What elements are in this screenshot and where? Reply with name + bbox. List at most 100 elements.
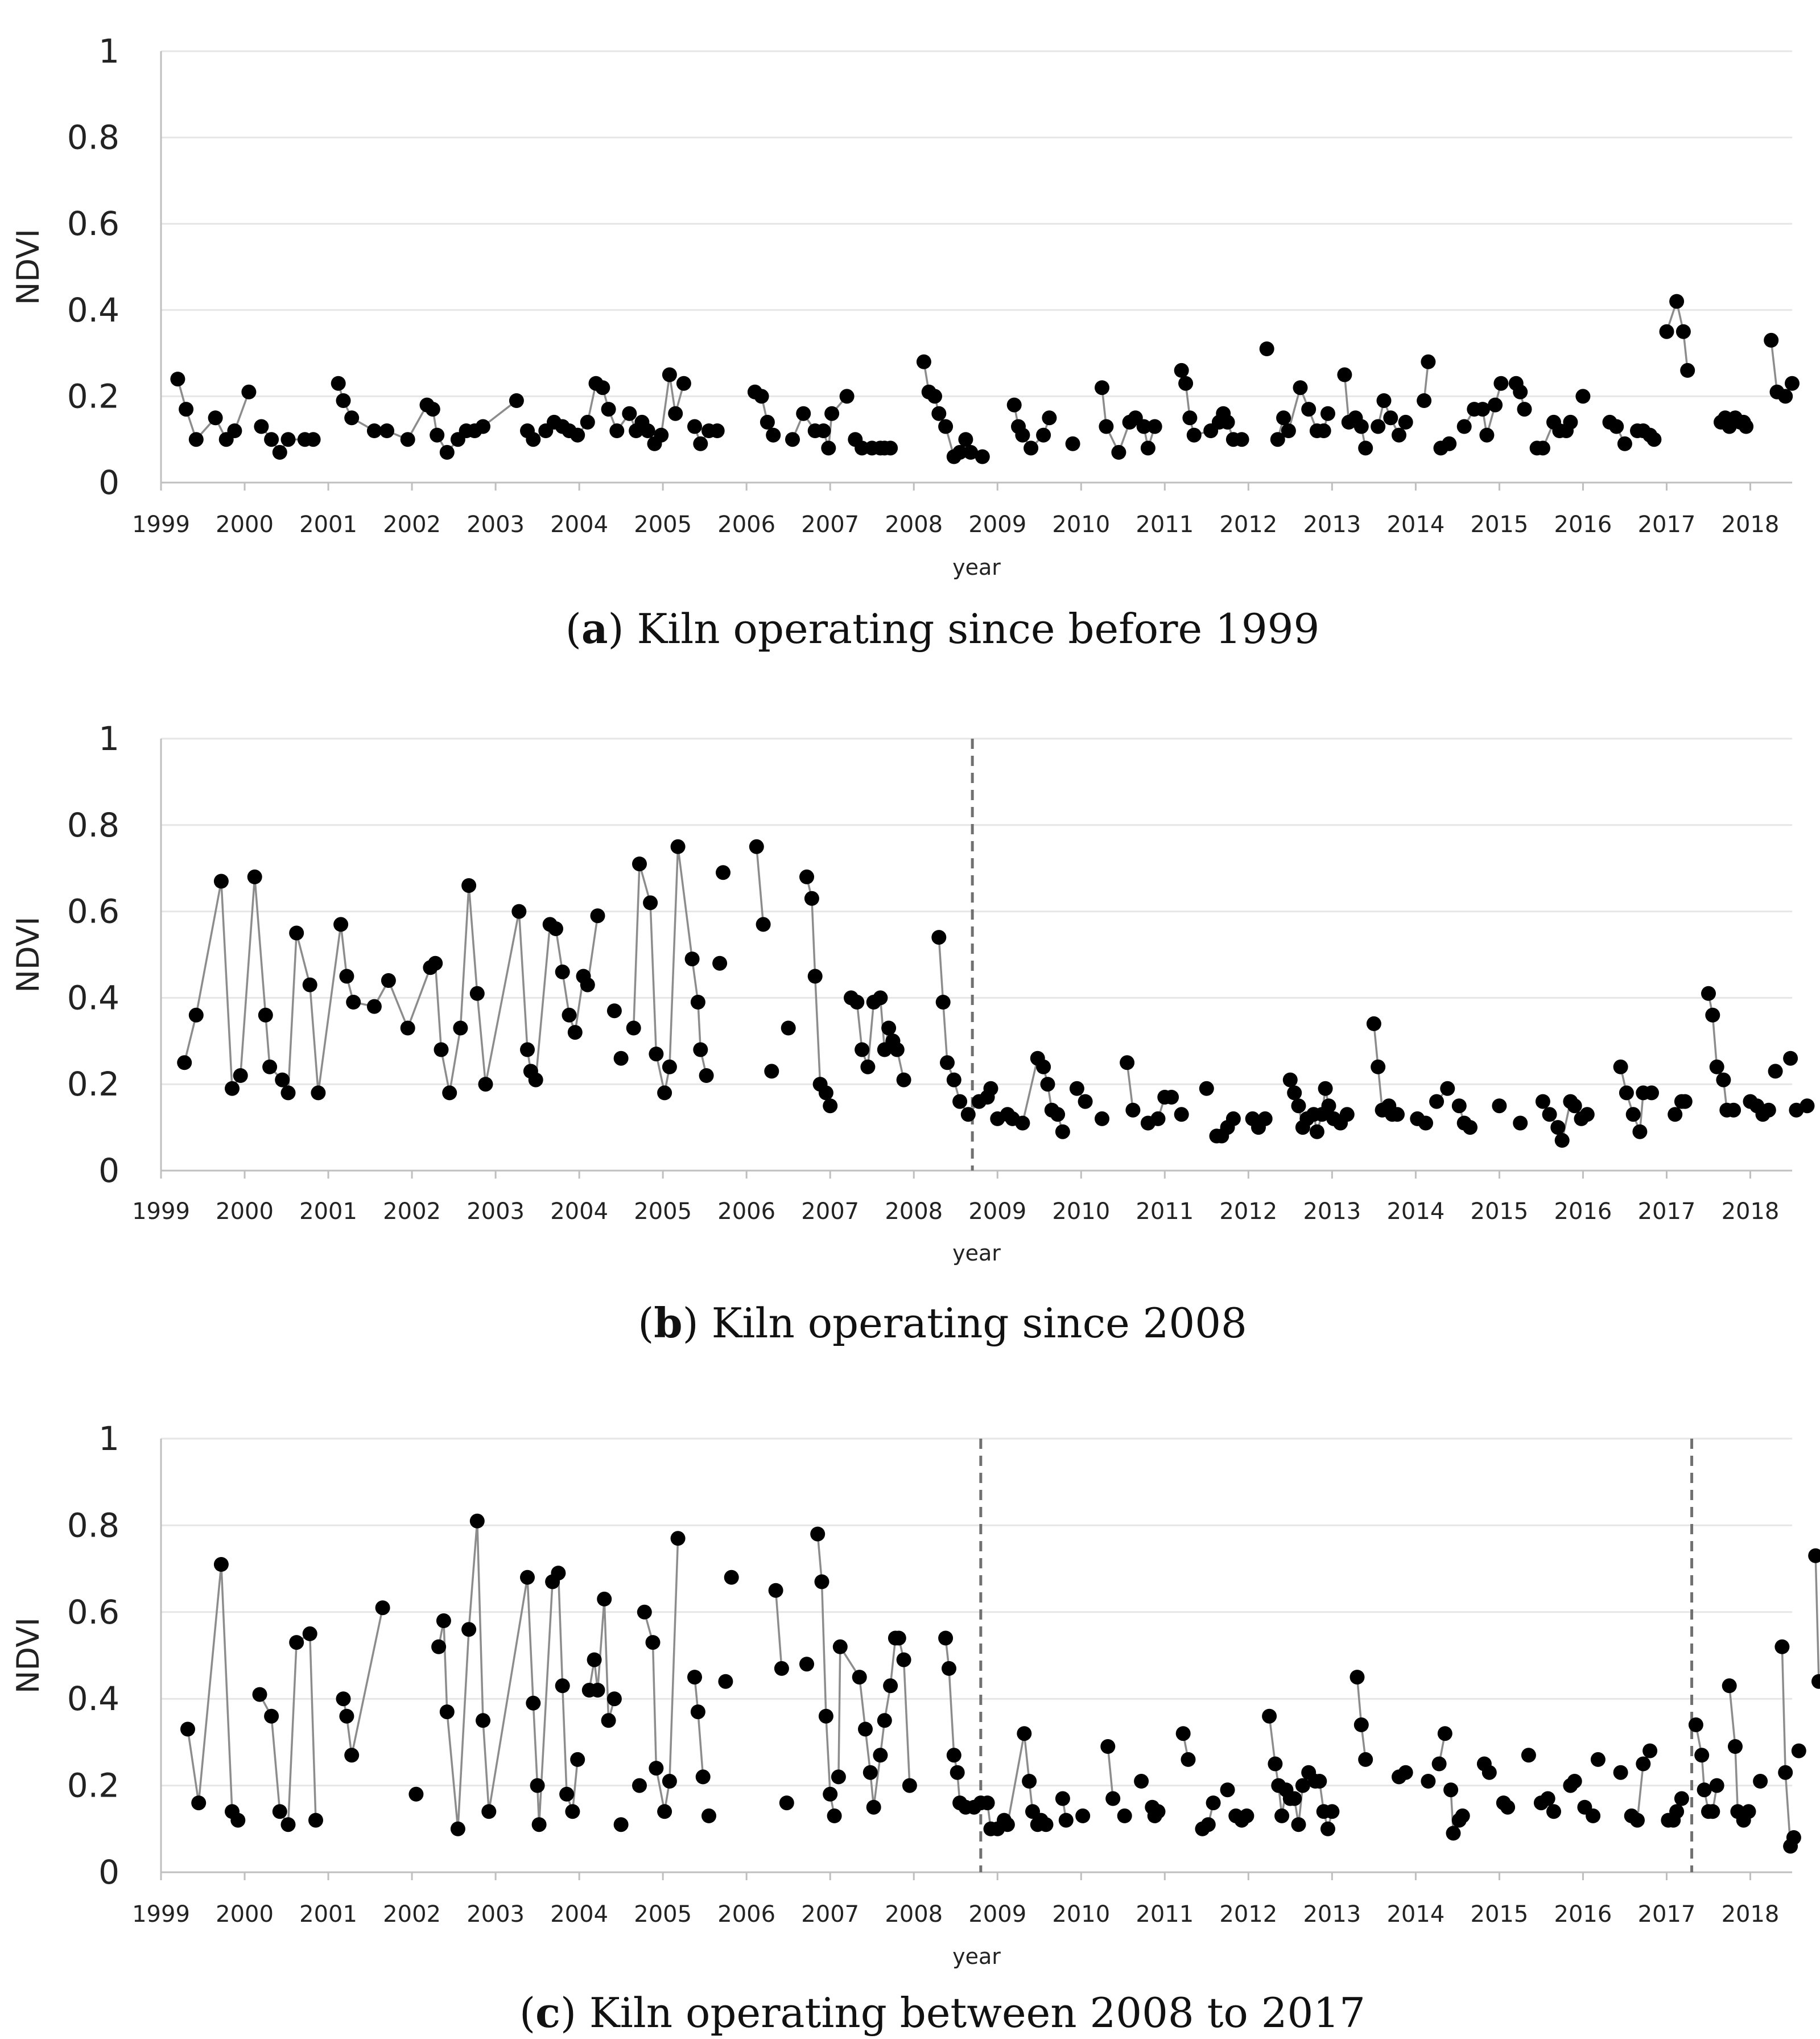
ndvi-data-point [1579,1107,1595,1122]
x-axis-title: year [952,1241,1001,1266]
x-tick-label: 2005 [634,1901,692,1927]
ndvi-data-point [902,1778,917,1793]
ndvi-data-point [1301,402,1316,417]
x-tick-label: 2000 [216,1901,274,1927]
y-axis-title: NDVI [10,917,46,993]
ndvi-data-point [935,995,951,1010]
ndvi-data-point [938,419,954,434]
caption-text: Kiln operating since 2008 [712,1299,1247,1347]
ndvi-data-point [1078,1094,1093,1109]
caption-text: Kiln operating since before 1999 [637,605,1319,653]
ndvi-data-point [1309,1124,1324,1139]
ndvi-data-point [779,1795,794,1811]
ndvi-data-point [264,1708,279,1724]
ndvi-series-line [1107,1746,1114,1799]
ndvi-data-point [428,955,443,971]
ndvi-data-point [1609,419,1624,434]
ndvi-data-point [233,1068,248,1083]
ndvi-data-point [1353,419,1369,434]
ndvi-data-point [1517,402,1532,417]
ndvi-data-point [1147,419,1162,434]
x-tick-label: 1999 [132,1198,190,1225]
ndvi-data-point [526,1695,541,1711]
ndvi-data-point [606,1691,622,1707]
ndvi-data-point [1677,1094,1693,1109]
ndvi-data-point [1270,432,1285,447]
ndvi-data-point [1150,1804,1166,1819]
y-axis-title: NDVI [10,1617,46,1694]
ndvi-data-point [1398,1765,1413,1780]
x-tick-label: 2012 [1219,1198,1277,1225]
x-tick-label: 2008 [885,1901,943,1927]
ndvi-data-point [1521,1748,1536,1763]
ndvi-data-point [754,389,769,404]
ndvi-data-point [520,1042,535,1057]
ndvi-data-point [336,393,351,408]
x-tick-label: 2017 [1638,512,1696,538]
ndvi-data-point [1535,1094,1550,1109]
ndvi-data-point [1709,1059,1724,1074]
ndvi-data-point [693,436,708,451]
ndvi-data-point [1120,1055,1135,1070]
ndvi-data-point [1540,1791,1555,1806]
ndvi-data-point [823,1786,838,1802]
ndvi-data-point [1178,376,1194,391]
ndvi-data-point [1479,427,1495,443]
ndvi-data-point [1125,1102,1141,1118]
ndvi-data-point [1321,1098,1336,1114]
y-tick-label: 0 [98,1151,119,1190]
ndvi-data-point [654,427,669,443]
ndvi-data-point [1036,1059,1051,1074]
ndvi-data-point [1808,1548,1820,1563]
ndvi-data-point [1075,1808,1091,1823]
ndvi-data-point [1437,1726,1452,1741]
ndvi-data-point [1287,1085,1302,1101]
ndvi-data-point [1613,1765,1628,1780]
ndvi-data-point [963,444,979,460]
ndvi-data-point [1055,1124,1070,1139]
ndvi-data-point [632,856,647,872]
ndvi-data-point [1136,419,1152,434]
ndvi-data-point [476,419,490,434]
x-tick-label: 2008 [885,512,943,538]
ndvi-data-point [927,389,942,404]
ndvi-series-line [1695,1724,1718,1813]
ndvi-data-point [528,1072,543,1088]
ndvi-data-point [1022,1774,1037,1789]
ndvi-series-line [187,1563,239,1821]
ndvi-data-point [640,423,655,438]
ndvi-data-point [931,930,947,945]
ndvi-data-point [799,869,814,884]
x-tick-label: 2017 [1638,1198,1696,1225]
ndvi-data-point [1722,1678,1737,1694]
ndvi-series-line [774,1590,783,1669]
ndvi-data-point [180,1721,195,1737]
ndvi-data-point [551,1566,566,1581]
ndvi-data-point [796,406,811,421]
ndvi-data-point [1200,1817,1216,1832]
ndvi-data-point [1371,1059,1386,1074]
ndvi-data-point [785,432,800,447]
ndvi-data-point [950,1765,965,1780]
ndvi-data-point [1383,410,1398,426]
ndvi-data-point [520,1570,535,1585]
x-tick-label: 2018 [1722,1198,1780,1225]
ndvi-data-point [946,1072,961,1088]
ndvi-data-point [1542,1107,1557,1122]
ndvi-data-point [1785,376,1800,391]
ndvi-data-point [1636,1756,1651,1772]
ndvi-data-point [453,1020,468,1036]
ndvi-series-line [258,1633,317,1826]
ndvi-data-point [1199,1081,1214,1096]
ndvi-data-point [1500,1799,1516,1815]
ndvi-data-point [225,1081,240,1096]
ndvi-data-point [1513,1115,1528,1131]
ndvi-data-point [877,1713,892,1728]
ndvi-data-point [469,1513,485,1529]
ndvi-data-point [960,1107,976,1122]
ndvi-data-point [1015,427,1030,443]
y-tick-label: 0 [98,1853,119,1892]
ndvi-data-point [481,1804,497,1819]
ndvi-data-point [1554,1132,1570,1148]
